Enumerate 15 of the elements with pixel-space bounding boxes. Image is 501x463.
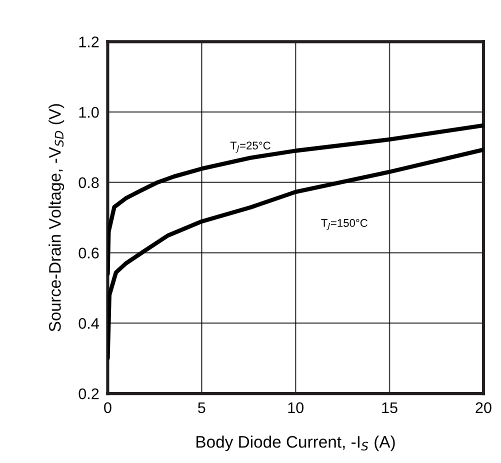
- y-tick-label: 1.2: [79, 36, 99, 48]
- y-tick-label: 0.2: [78, 388, 99, 400]
- y-tick-label: 0.6: [78, 248, 99, 258]
- y-tick-label: 1.0: [79, 106, 99, 118]
- annotation: T$_{J}$=150°C: [321, 219, 368, 230]
- x-tick-label: 15: [382, 402, 398, 414]
- x-tick-label: 10: [288, 402, 304, 414]
- annotation: T$_{J}$=25°C: [230, 142, 270, 153]
- y-axis-title: Source-Drain Voltage, -V$_{SD}$ (V): [48, 104, 64, 332]
- x-axis-title: Body Diode Current, -I$_{S}$ (A): [196, 436, 395, 452]
- x-tick-label: 20: [476, 402, 492, 414]
- y-tick-label: 0.8: [78, 177, 99, 188]
- x-tick-label: 0: [104, 402, 112, 414]
- x-tick-label: 5: [198, 402, 206, 414]
- y-tick-label: 0.4: [78, 318, 99, 329]
